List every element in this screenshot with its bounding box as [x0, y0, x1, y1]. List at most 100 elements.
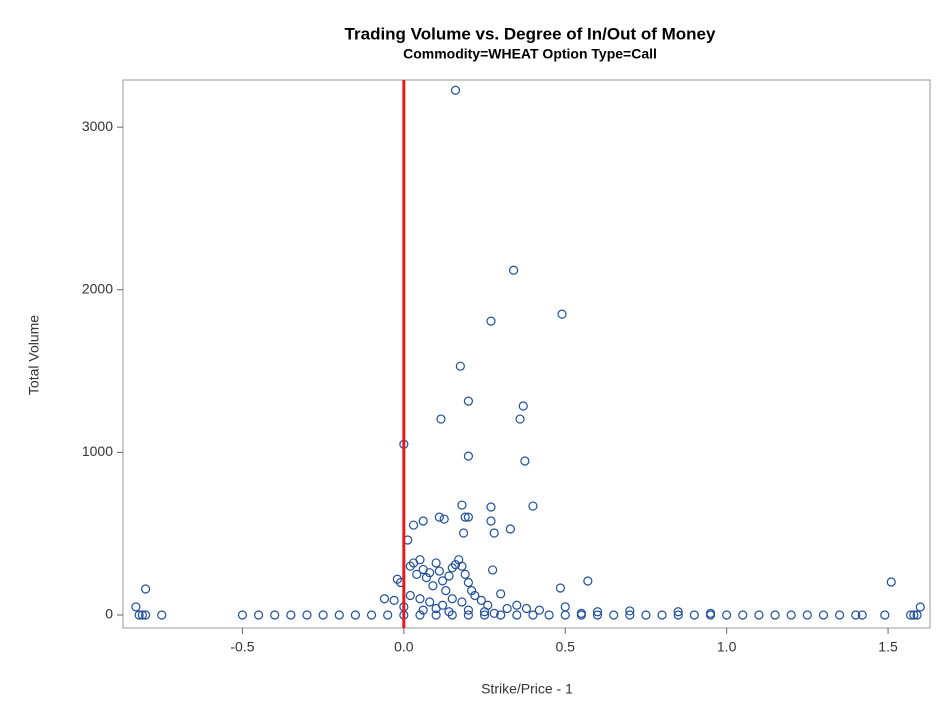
point [479, 607, 490, 617]
point [515, 414, 525, 424]
point [592, 610, 603, 620]
point [444, 607, 454, 617]
point [405, 590, 415, 601]
point [489, 608, 499, 618]
point [880, 610, 890, 620]
point [560, 610, 570, 620]
point [818, 610, 829, 620]
x-tick-label: 1.5 [878, 639, 898, 655]
point [366, 610, 377, 620]
point [458, 528, 469, 538]
point [431, 603, 441, 614]
chart-title: Trading Volume vs. Degree of In/Out of M… [345, 24, 716, 43]
point [131, 602, 141, 612]
point [286, 610, 296, 620]
point [909, 610, 919, 620]
point [253, 610, 264, 620]
y-tick-label: 0 [105, 606, 113, 622]
point [689, 610, 699, 620]
point [528, 610, 538, 620]
point [560, 602, 570, 612]
point [915, 602, 925, 612]
point [673, 607, 683, 617]
y-axis-label: Total Volume [26, 315, 42, 395]
point [421, 572, 432, 583]
point [496, 589, 506, 599]
point [770, 610, 780, 620]
point [431, 558, 441, 568]
point [705, 610, 716, 620]
point [463, 577, 473, 588]
point [237, 610, 248, 620]
point [450, 85, 461, 95]
point [489, 528, 499, 538]
point [486, 316, 496, 326]
point [912, 610, 922, 620]
point [434, 512, 444, 522]
point [415, 594, 425, 604]
point [673, 610, 683, 620]
point [754, 610, 764, 620]
point [592, 607, 603, 617]
point [439, 514, 449, 524]
point [835, 610, 845, 620]
point [425, 597, 435, 607]
point [392, 574, 402, 584]
point [418, 605, 428, 615]
point [470, 590, 480, 601]
point [906, 610, 916, 620]
point [486, 502, 496, 512]
point [476, 595, 486, 605]
point [415, 555, 425, 565]
x-tick-label: 1.0 [717, 639, 737, 655]
point [512, 610, 522, 620]
point [508, 265, 519, 275]
y-tick-label: 3000 [82, 118, 113, 134]
point [418, 516, 428, 526]
point [738, 610, 748, 620]
point [405, 561, 415, 571]
x-axis-label: Strike/Price - 1 [481, 681, 573, 697]
point [408, 520, 419, 530]
point [455, 361, 465, 371]
point [447, 563, 457, 573]
point [463, 610, 473, 620]
point [441, 585, 451, 596]
point [486, 516, 496, 526]
point [463, 512, 473, 522]
point [415, 610, 425, 620]
point [434, 566, 444, 576]
point [625, 606, 635, 616]
point [518, 401, 528, 411]
point [460, 569, 470, 579]
point [463, 396, 473, 406]
point [318, 610, 328, 620]
point [609, 610, 619, 620]
point [157, 610, 167, 620]
plot-frame [122, 79, 931, 629]
point [137, 610, 147, 620]
point [431, 610, 441, 620]
x-tick-label: -0.5 [230, 639, 254, 655]
y-tick-label: 2000 [82, 280, 113, 296]
point [512, 600, 522, 610]
point [534, 605, 545, 615]
point [479, 610, 490, 620]
point [657, 610, 667, 620]
point [134, 610, 144, 620]
point [350, 610, 361, 620]
point [722, 610, 732, 620]
point [460, 512, 470, 522]
point [140, 584, 151, 594]
point [425, 568, 435, 578]
point [389, 595, 399, 605]
x-tick-label: 0.0 [394, 639, 414, 655]
point [412, 569, 422, 579]
point [802, 610, 812, 620]
point [520, 456, 530, 466]
point [447, 594, 457, 604]
point [496, 610, 506, 620]
point [140, 610, 151, 620]
chart-subtitle: Commodity=WHEAT Option Type=Call [403, 46, 657, 62]
